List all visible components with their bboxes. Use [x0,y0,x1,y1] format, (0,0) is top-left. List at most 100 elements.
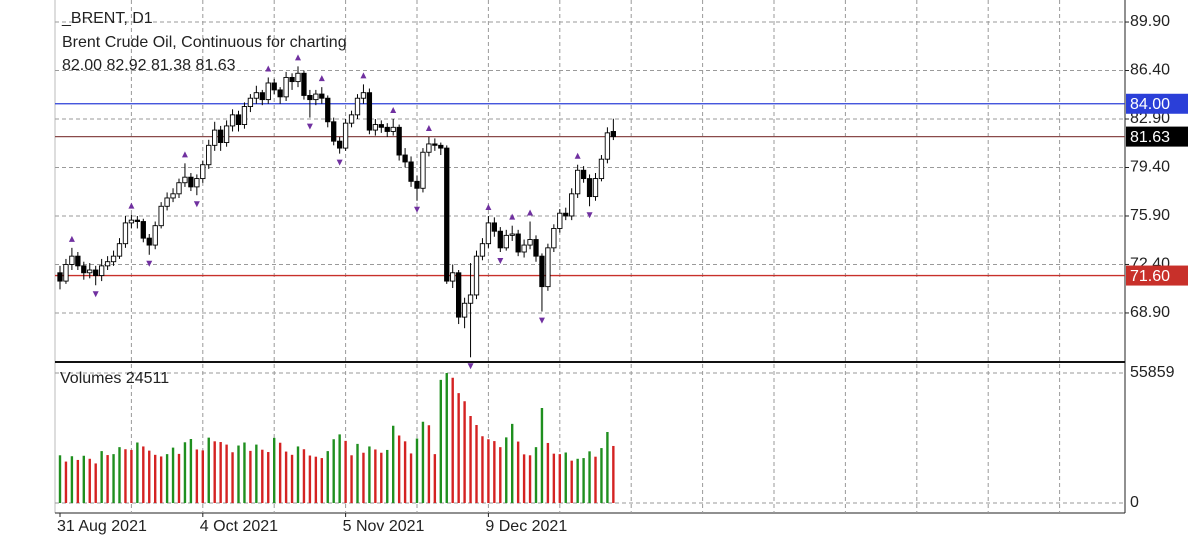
candle-body [438,144,444,149]
fractal-down [193,201,200,208]
ohlc-label: 82.00 82.92 81.38 81.63 [62,57,236,74]
candle-body [223,125,230,144]
fractal-up [360,72,367,79]
candle-body [69,255,75,265]
description: Brent Crude Oil, Continuous for charting [62,34,347,51]
candle-body [485,222,492,245]
candle-body [473,255,480,296]
candle-body [533,239,539,257]
candle-body [366,92,373,131]
candle-body [277,89,283,98]
candle-body [456,272,462,318]
candle-body [217,129,224,144]
volume-tick-label: 0 [1130,494,1139,511]
candle-body [497,230,503,249]
candle-body [235,114,242,125]
candle-body [122,222,129,245]
price-tag [1126,126,1188,147]
candle-body [378,124,384,128]
candle-body [479,243,486,257]
fractal-up [509,213,516,220]
candle-body [247,97,254,107]
candle-body [170,193,176,199]
candle-body [295,72,301,83]
price-tag [1126,93,1188,114]
candle-body [509,233,515,236]
x-tick-label: 9 Dec 2021 [485,518,567,535]
fractal-up [318,75,325,82]
candle-body [563,212,569,217]
y-tick-label: 82.90 [1130,110,1170,127]
candle-body [307,95,313,101]
candle-body [331,121,337,142]
candle-body [93,269,99,277]
fractal-down [586,212,593,219]
candle-body [253,92,259,99]
candle-body [182,176,188,184]
candle-body [313,93,319,101]
candle-body [98,265,105,277]
candle-body [75,255,81,267]
x-tick-label: 31 Aug 2021 [57,518,147,535]
candle-body [604,132,611,160]
y-tick-label: 86.40 [1130,62,1170,79]
candle-body [515,233,521,253]
candle-body [206,144,212,166]
candle-body [194,178,200,188]
fractal-down [467,363,474,370]
fractal-up [390,107,397,114]
fractal-up [181,151,188,158]
fractal-down [414,206,420,213]
fractal-up [485,203,492,210]
candle-body [265,82,271,101]
candle-body [580,169,587,180]
candle-body [146,237,152,246]
candle-body [128,219,135,224]
candle-body [134,219,140,222]
candle-body [521,244,527,253]
price-tag [1126,265,1188,286]
candle-body [527,239,533,246]
candle-body [557,212,563,229]
candle-body [116,243,123,257]
candle-body [390,126,396,132]
candle-body [372,124,378,131]
candle-body [432,143,438,146]
candle-body [140,221,146,239]
y-tick-label: 75.90 [1130,207,1170,224]
price-tag-label: 71.60 [1130,268,1170,285]
candle-body [164,197,170,207]
candle-body [283,76,289,98]
candle-body [301,72,307,96]
candle-body [212,129,218,146]
fractal-up [128,202,135,209]
fractal-up [265,65,272,72]
candle-body [360,92,367,99]
candle-body [342,122,349,149]
candle-body [450,272,456,282]
y-tick-label: 79.40 [1130,159,1170,176]
fractal-up [527,209,534,216]
candle-body [337,140,343,149]
candle-body [598,158,605,180]
y-tick-label: 68.90 [1130,304,1170,321]
volume-label: Volumes 24511 [60,370,169,387]
fractal-up [574,152,581,159]
fractal-down [497,258,504,265]
candle-body [158,205,164,227]
candle-body [319,93,325,99]
candle-body [289,76,295,83]
candle-body [551,227,557,249]
candle-body [110,255,117,263]
volume-tick-label: 55859 [1130,364,1175,381]
candle-body [461,302,468,318]
fractal-down [306,123,313,130]
fractal-down [146,260,153,267]
candle-body [575,169,581,195]
fractal-down [92,291,99,298]
candle-body [57,272,63,282]
candle-body [408,161,414,182]
candle-body [545,247,551,288]
x-tick-label: 5 Nov 2021 [343,518,425,535]
